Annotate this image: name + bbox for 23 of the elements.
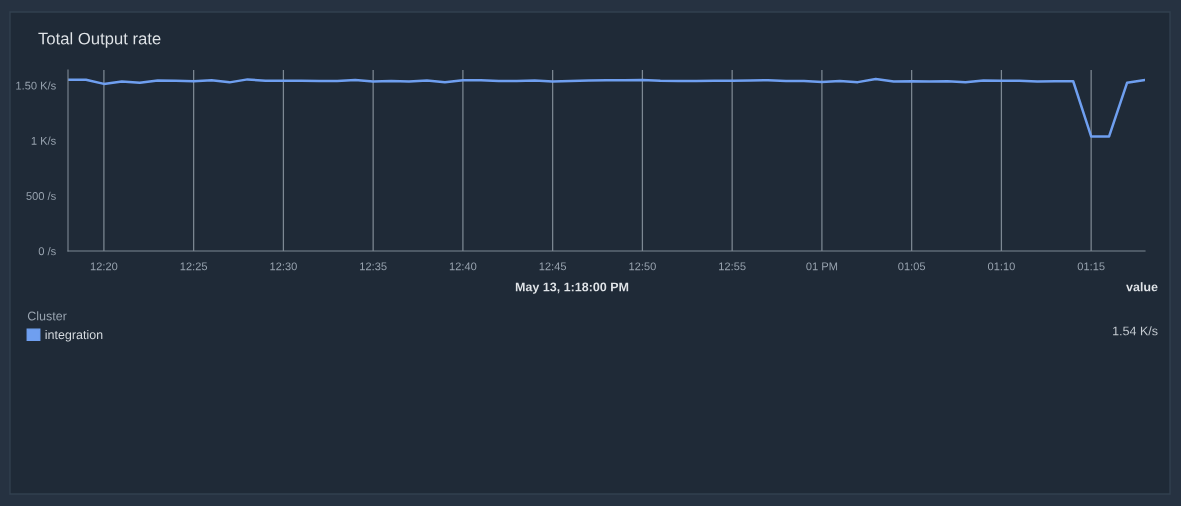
- x-tick-label: 12:30: [270, 262, 297, 271]
- y-tick-label: 1.50 K/s: [16, 81, 56, 90]
- x-tick-label: 01 PM: [806, 262, 838, 271]
- text: 1.54 K/s: [1113, 326, 1158, 336]
- x-tick-label: 12:20: [90, 262, 118, 271]
- x-tick-label: 12:35: [360, 262, 387, 271]
- x-tick-label: 12:45: [539, 262, 567, 271]
- legend-label: integration: [45, 329, 103, 342]
- x-tick-label: 12:40: [449, 262, 477, 271]
- y-tick-label: 500 /s: [26, 191, 56, 200]
- text: May 13, 1:18:00 PM: [515, 282, 629, 294]
- x-tick-label: 12:25: [180, 262, 208, 271]
- line-series: [68, 77, 1145, 138]
- y-tick-label: 1 K/s: [31, 136, 56, 145]
- legend-title: Cluster: [27, 311, 67, 321]
- y-tick-label: 0 /s: [38, 246, 56, 256]
- chart-title: Total Output rate: [38, 32, 161, 48]
- x-tick-label: 01:10: [987, 262, 1015, 271]
- text: value: [1126, 282, 1158, 292]
- x-tick-label: 12:50: [629, 262, 656, 271]
- x-tick-label: 12:55: [719, 262, 746, 271]
- x-tick-label: 01:15: [1077, 262, 1105, 271]
- x-tick-label: 01:05: [898, 262, 926, 271]
